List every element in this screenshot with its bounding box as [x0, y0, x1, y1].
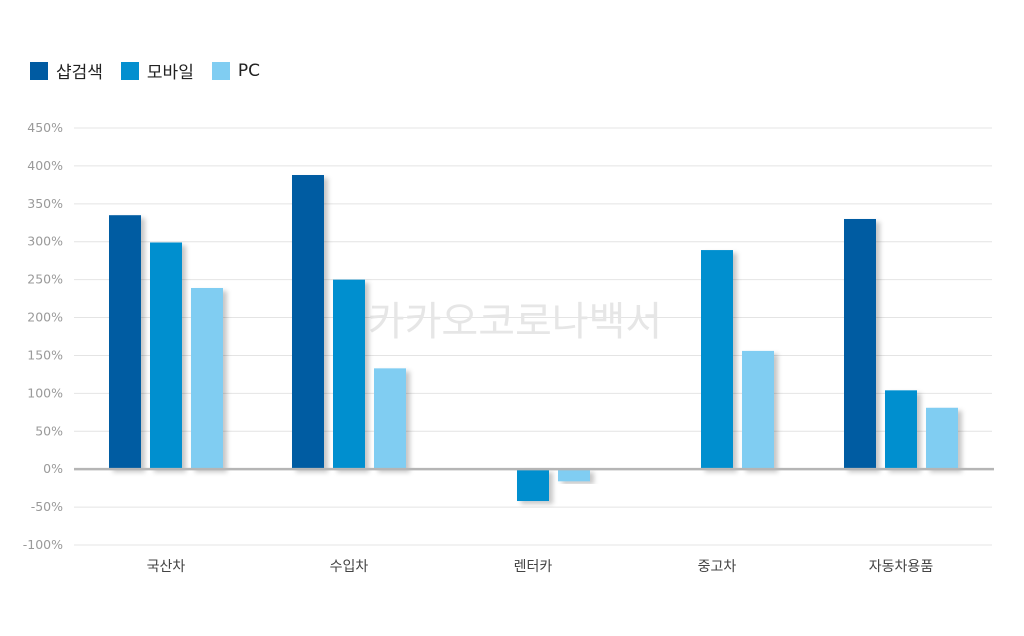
watermark: 카카오코로나백서 — [368, 299, 662, 345]
y-tick-label: 150% — [27, 347, 63, 362]
y-tick-label: -50% — [31, 499, 63, 514]
legend-item-search[interactable]: 샵검색 — [30, 58, 103, 83]
legend-label-mobile: 모바일 — [146, 63, 194, 83]
x-category-label: 수입차 — [330, 559, 369, 575]
bar-mobile-4[interactable] — [885, 390, 917, 470]
bar-mobile-2[interactable] — [517, 469, 549, 502]
axes: 450% 400% 350% 300% 250% 200% 150% 100% 50% 0% -50… — [23, 120, 994, 575]
y-tick-label: 450% — [27, 120, 63, 135]
bars — [109, 175, 958, 502]
y-tick-label: 400% — [27, 158, 63, 173]
y-tick-label: 350% — [27, 196, 63, 211]
x-category-label: 중고차 — [698, 559, 737, 575]
y-tick-label: 250% — [27, 272, 63, 287]
y-tick-label: 50% — [35, 423, 63, 438]
legend-swatch-search — [30, 61, 48, 80]
legend-label-search: 샵검색 — [56, 63, 103, 83]
x-category-label: 렌터카 — [514, 559, 553, 575]
bar-pc-1[interactable] — [374, 368, 406, 470]
y-tick-label: 0% — [43, 461, 63, 476]
bar-pc-4[interactable] — [926, 407, 958, 470]
y-tick-label: 200% — [27, 310, 63, 325]
x-category-label: 국산차 — [147, 559, 186, 575]
bar-mobile-3[interactable] — [701, 250, 733, 470]
y-tick-label: 100% — [27, 385, 63, 400]
bar-search-1[interactable] — [292, 175, 324, 470]
bar-mobile-1[interactable] — [333, 279, 365, 470]
x-category-label: 자동차용품 — [869, 559, 934, 575]
grid-lines — [74, 127, 992, 546]
legend: 샵검색 모바일 PC — [30, 58, 260, 83]
bar-pc-2[interactable] — [558, 469, 590, 482]
legend-item-mobile[interactable]: 모바일 — [120, 58, 194, 83]
y-tick-label: -100% — [23, 537, 63, 552]
y-tick-label: 300% — [27, 234, 63, 249]
legend-label-pc: PC — [237, 60, 260, 81]
bar-search-0[interactable] — [109, 215, 141, 470]
legend-swatch-pc — [211, 61, 230, 80]
bar-search-4[interactable] — [844, 218, 876, 470]
bar-pc-0[interactable] — [191, 287, 223, 470]
bar-pc-3[interactable] — [742, 350, 774, 470]
bar-mobile-0[interactable] — [150, 242, 182, 470]
legend-item-pc[interactable]: PC — [211, 60, 260, 81]
legend-swatch-mobile — [120, 61, 139, 80]
